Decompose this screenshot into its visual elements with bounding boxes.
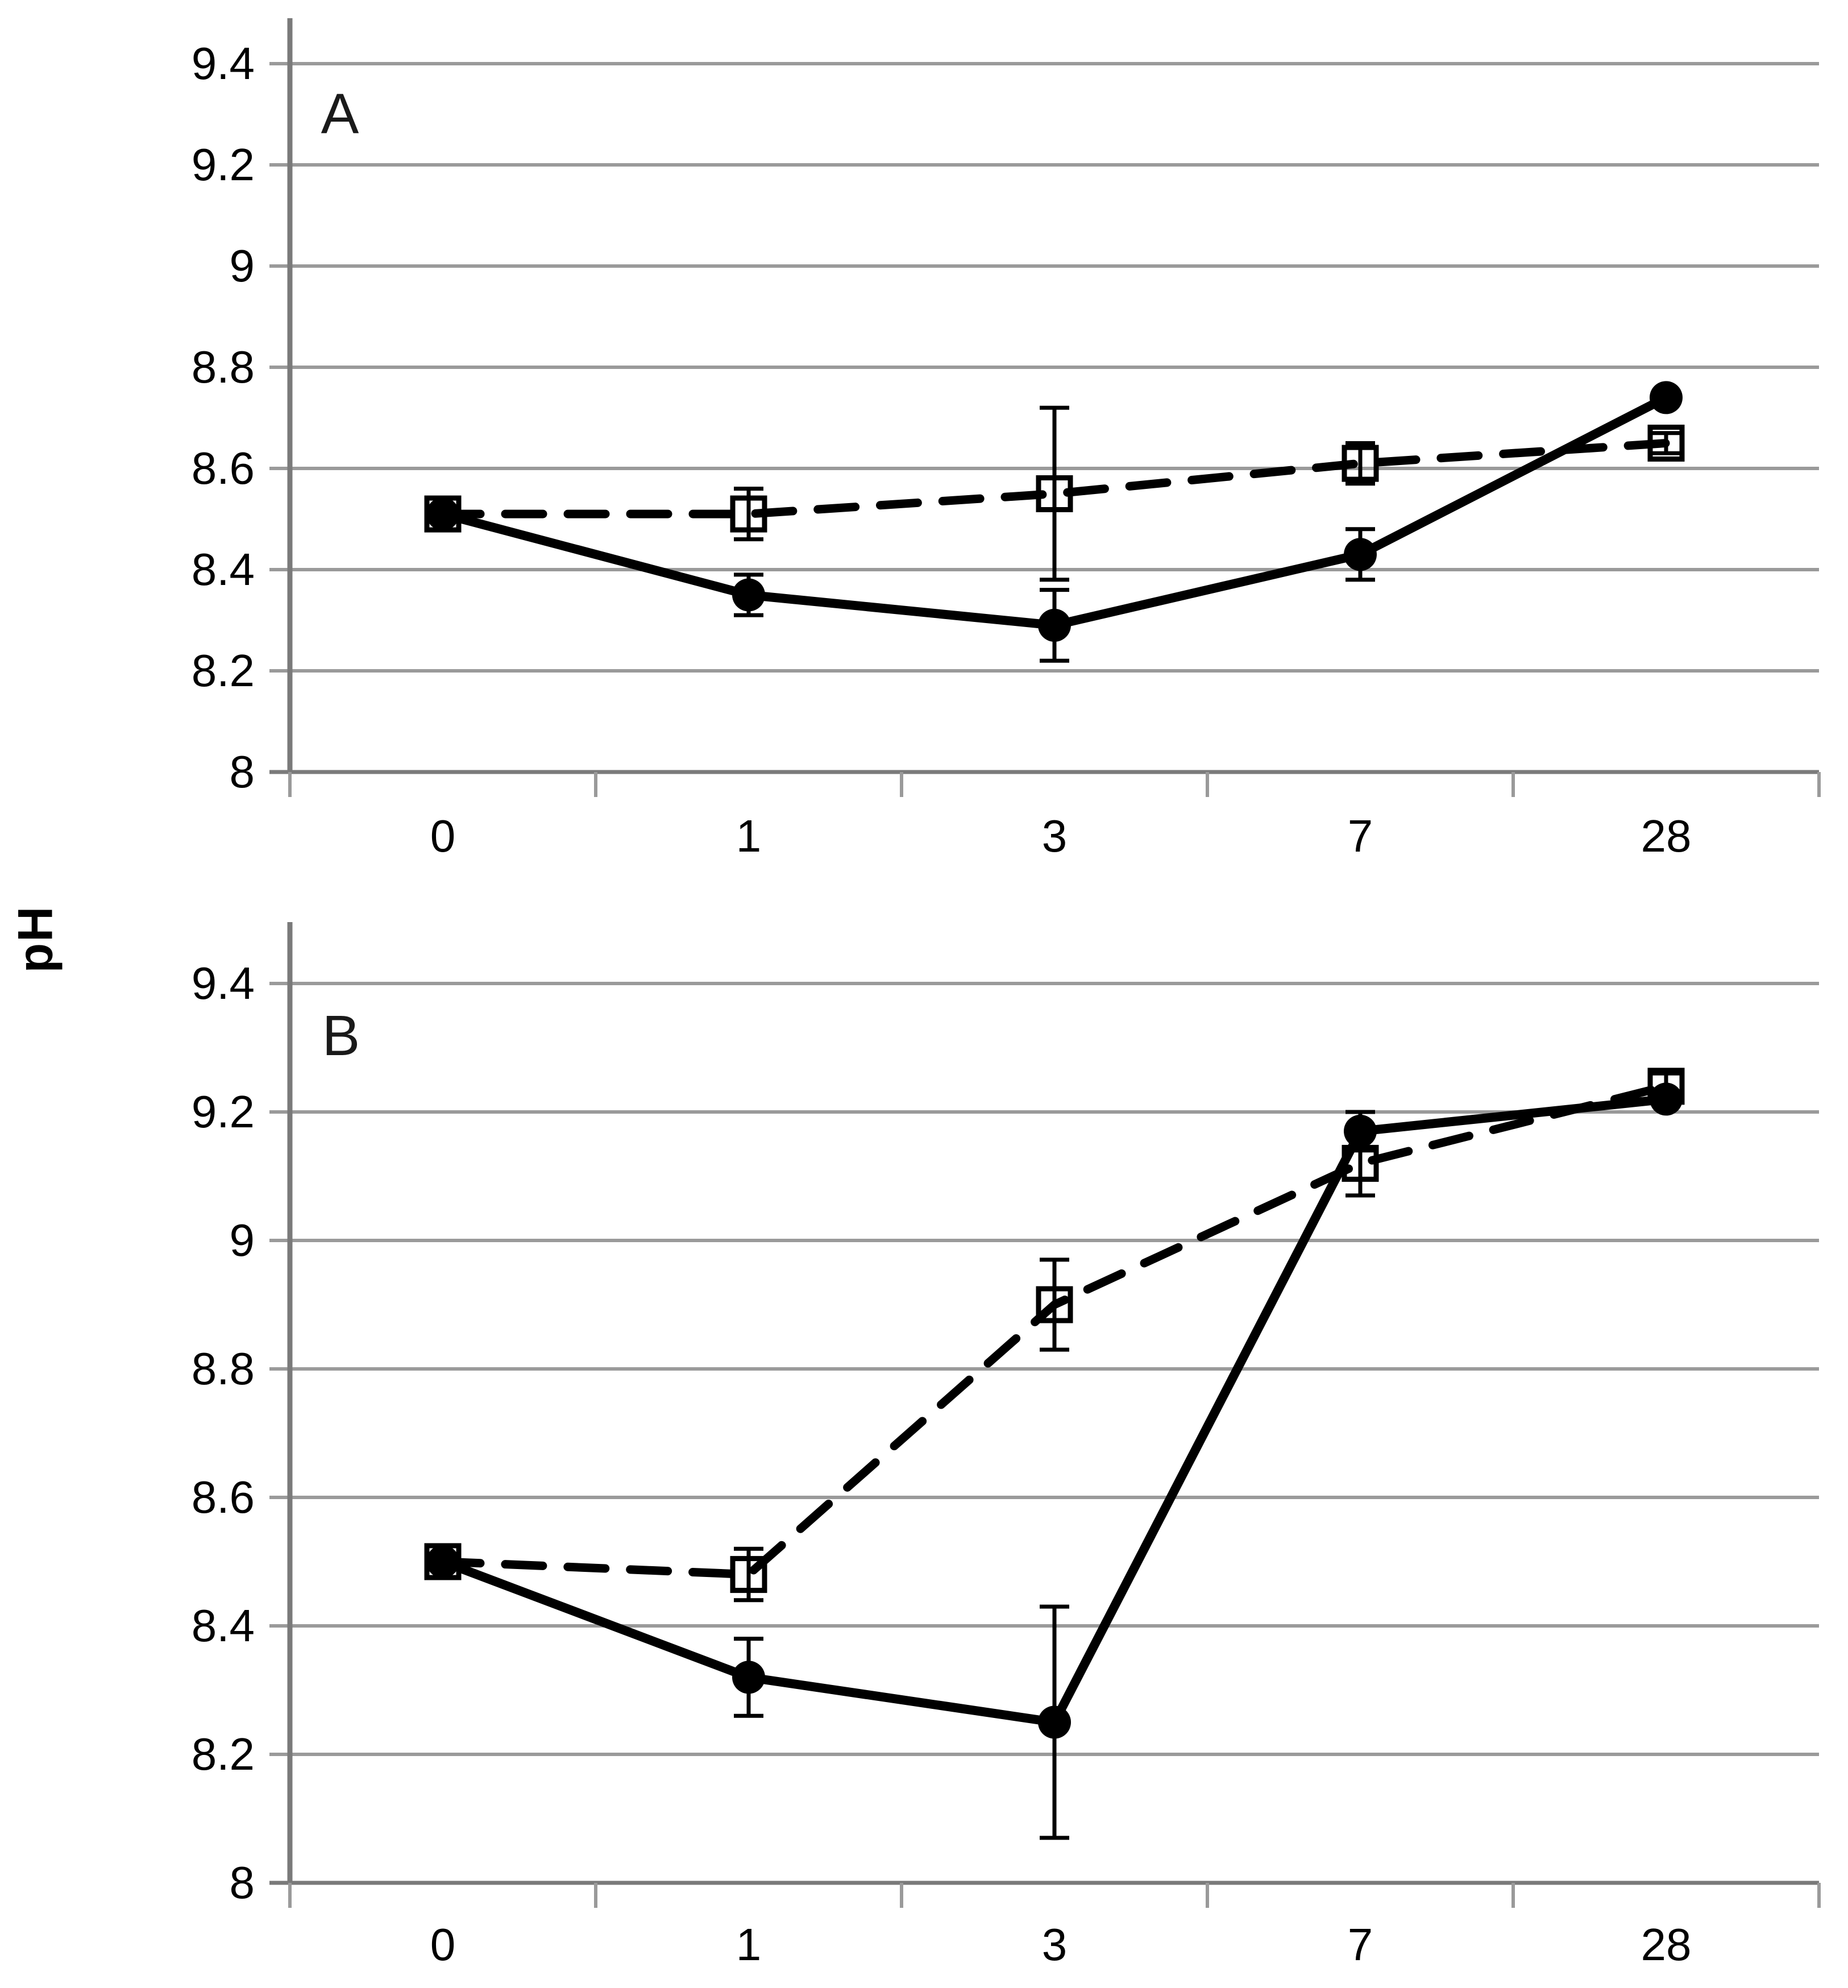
y-tick-label: 8.8 — [192, 342, 255, 392]
x-tick-label: 28 — [1641, 1919, 1692, 1970]
y-tick-label: 8.2 — [192, 645, 255, 696]
marker-filled-circle — [732, 1661, 765, 1694]
x-tick-label: 7 — [1348, 811, 1373, 861]
y-tick-label: 9.4 — [192, 958, 255, 1008]
x-tick-label: 3 — [1042, 1919, 1068, 1970]
marker-filled-circle — [1038, 608, 1071, 642]
y-tick-label: 9.2 — [192, 139, 255, 190]
panel-b-plot: 9.4 9.2 9 8.8 8.6 8.4 8.2 8 0 1 3 7 28 — [192, 922, 1821, 1970]
marker-open-square — [1647, 1068, 1685, 1105]
marker-open-square — [1036, 1286, 1073, 1323]
marker-open-square — [1036, 475, 1073, 512]
x-tick-label: 0 — [430, 1919, 456, 1970]
y-tick-label: 8.8 — [192, 1343, 255, 1394]
y-tick-label: 8.4 — [192, 544, 255, 595]
y-tick-label: 8.6 — [192, 1472, 255, 1522]
y-tick-label: 8.4 — [192, 1600, 255, 1651]
marker-open-square — [1342, 445, 1379, 482]
y-axis-title: pH — [8, 905, 63, 973]
marker-filled-circle — [732, 578, 765, 612]
panel-a-label: A — [321, 82, 359, 146]
x-tick-label: 3 — [1042, 811, 1068, 861]
y-tick-label: 8.6 — [192, 443, 255, 493]
marker-open-square — [730, 1556, 767, 1593]
y-tick-label: 9.2 — [192, 1086, 255, 1137]
y-tick-label: 9.4 — [192, 38, 255, 89]
series-dashed-squares — [424, 405, 1685, 582]
x-tick-label: 1 — [736, 1919, 762, 1970]
x-tick-label: 7 — [1348, 1919, 1373, 1970]
series-solid-circles — [426, 1082, 1683, 1840]
panel-a-plot: 9.4 9.2 9 8.8 8.6 8.4 8.2 8 0 1 3 7 28 — [192, 18, 1821, 861]
marker-filled-circle — [1038, 1705, 1071, 1739]
series-dashed-squares — [424, 1068, 1685, 1603]
marker-filled-circle — [1650, 381, 1683, 414]
x-tick-label: 28 — [1641, 811, 1692, 861]
x-tick-label: 0 — [430, 811, 456, 861]
marker-open-square — [1342, 1144, 1379, 1182]
marker-filled-circle — [1344, 538, 1377, 571]
panel-b-label: B — [322, 1004, 360, 1068]
y-tick-label: 9 — [230, 240, 255, 291]
marker-open-square — [730, 495, 767, 533]
marker-open-square — [424, 1543, 462, 1580]
y-tick-label: 8 — [230, 1857, 255, 1908]
y-tick-label: 8.2 — [192, 1729, 255, 1779]
y-tick-label: 9 — [230, 1215, 255, 1265]
dashed-line — [438, 439, 1671, 518]
x-tick-label: 1 — [736, 811, 762, 861]
marker-open-square — [424, 495, 462, 533]
y-tick-label: 8 — [230, 746, 255, 797]
marker-open-square — [1647, 425, 1685, 462]
